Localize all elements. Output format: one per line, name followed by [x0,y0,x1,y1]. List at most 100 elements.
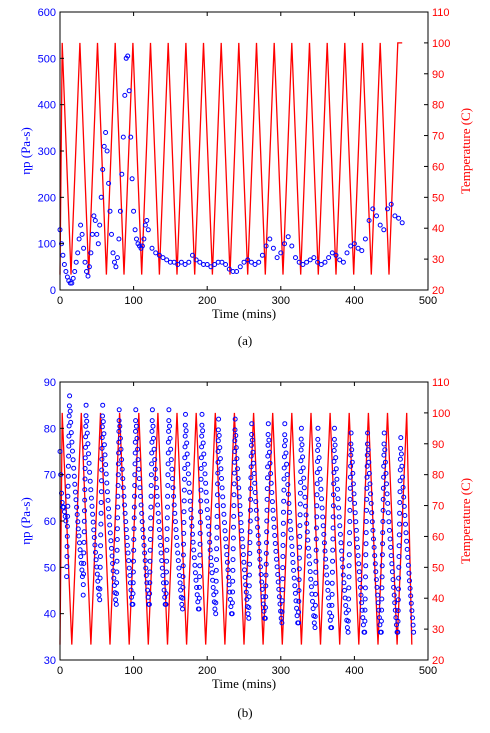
viscosity-point [312,602,318,608]
viscosity-point [166,407,172,413]
viscosity-point [279,609,285,615]
viscosity-point [63,269,69,274]
viscosity-point [263,243,269,249]
viscosity-point [380,519,386,524]
viscosity-point [77,540,82,546]
viscosity-point [104,480,110,486]
x-tick-label: 0 [57,665,63,677]
viscosity-point [398,451,404,457]
viscosity-point [241,259,247,265]
y-left-tick-label: 90 [44,377,56,389]
viscosity-point [88,487,94,493]
viscosity-point [97,575,103,581]
y-left-axis-label: ηp (Pa-s) [18,127,33,175]
viscosity-point [222,520,227,526]
viscosity-point [67,393,73,399]
viscosity-point [233,445,239,451]
viscosity-point [134,435,140,441]
chart-2: 0 100 200 300 400 500 30 40 50 60 70 80 90 20 30 40 50 60… [18,377,473,720]
viscosity-point [82,455,88,461]
viscosity-point [324,572,330,578]
viscosity-point [314,492,320,498]
viscosity-point [182,455,188,461]
viscosity-point [279,620,285,626]
viscosity-point [99,435,105,441]
viscosity-point [87,469,93,475]
viscosity-point [204,262,210,267]
viscosity-point [87,478,93,484]
viscosity-point [243,589,249,595]
viscosity-point [91,527,97,533]
viscosity-point [219,485,225,491]
viscosity-point [198,455,204,461]
viscosity-point [389,561,395,567]
viscosity-point [149,418,155,424]
viscosity-point [122,92,128,98]
viscosity-point [64,564,70,570]
viscosity-point [133,407,139,413]
viscosity-point [246,594,252,600]
y-left-tick-label: 200 [38,192,56,204]
viscosity-point [265,421,271,427]
y-right-tick-label: 30 [432,624,444,636]
viscosity-point [402,513,408,518]
viscosity-point [363,563,369,569]
viscosity-point [284,461,290,467]
viscosity-point [275,572,281,577]
viscosity-point [300,262,306,267]
viscosity-point [297,512,303,518]
viscosity-point [174,542,180,548]
viscosity-point [348,441,354,447]
viscosity-point [104,489,110,495]
viscosity-point [214,535,220,541]
viscosity-point [101,442,107,448]
viscosity-point [112,259,117,265]
viscosity-point [318,486,324,492]
viscosity-point [156,252,162,258]
viscosity-point [66,433,72,439]
chart-caption: (a) [238,333,252,348]
viscosity-point [123,519,129,525]
viscosity-point [106,506,111,512]
viscosity-point [64,523,70,529]
viscosity-point [97,586,103,592]
viscosity-point [124,542,130,548]
viscosity-point [380,496,386,502]
viscosity-point [83,413,89,419]
viscosity-point [293,255,298,261]
viscosity-point [165,472,171,478]
viscosity-point [181,509,187,515]
viscosity-point [141,542,147,548]
viscosity-point [207,547,213,553]
viscosity-point [210,585,216,590]
viscosity-point [313,591,318,597]
viscosity-point [363,574,368,580]
viscosity-point [405,554,411,560]
viscosity-point [349,459,355,465]
viscosity-point [185,461,191,467]
viscosity-point [338,540,344,546]
viscosity-point [81,529,87,535]
viscosity-point [340,564,346,570]
viscosity-point [81,561,87,566]
viscosity-point [180,606,185,612]
viscosity-point [344,625,350,631]
viscosity-point [163,591,169,597]
viscosity-point [148,483,154,488]
viscosity-point [92,218,98,223]
viscosity-point [129,176,135,182]
y-right-tick-label: 80 [432,470,444,482]
viscosity-point [315,459,320,464]
viscosity-point [355,544,360,550]
viscosity-point [99,424,105,430]
viscosity-point [265,432,271,437]
viscosity-point [281,454,287,460]
viscosity-point [321,531,327,537]
viscosity-point [65,503,71,509]
viscosity-point [231,481,237,487]
viscosity-point [226,582,232,588]
viscosity-point [138,502,144,508]
viscosity-point [226,266,232,272]
viscosity-point [347,541,352,547]
viscosity-point [317,466,323,472]
